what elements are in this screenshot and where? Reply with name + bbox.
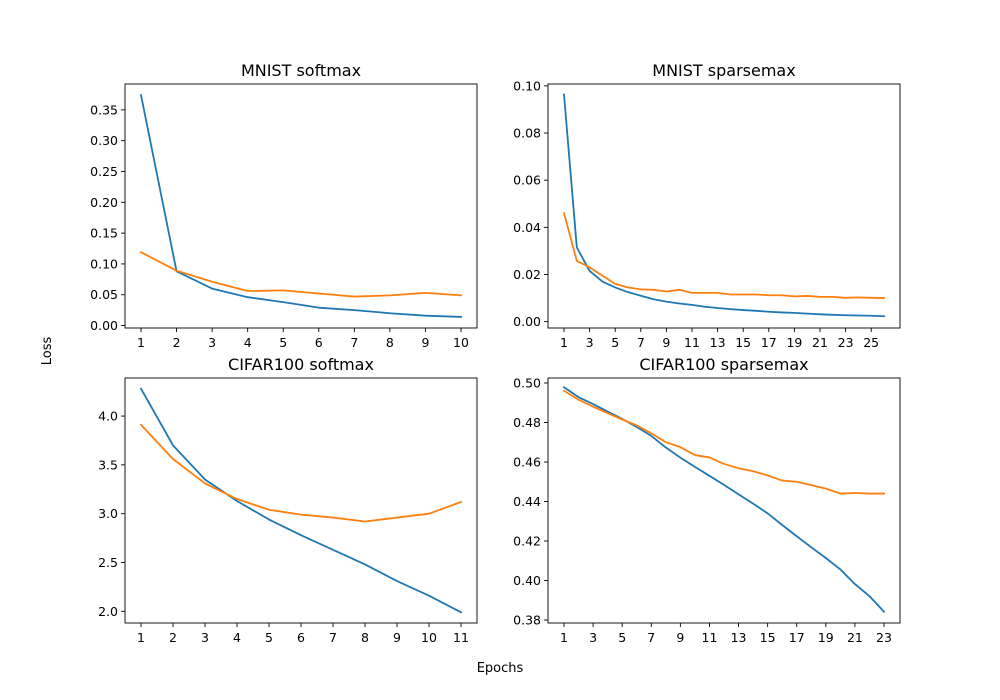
- mnist-sparsemax-xtick-label: 9: [662, 335, 670, 350]
- cifar100-softmax-xtick-label: 11: [453, 630, 469, 645]
- mnist-softmax-xtick-label: 2: [173, 335, 181, 350]
- cifar100-sparsemax-xtick-label: 5: [618, 630, 626, 645]
- cifar100-sparsemax-ytick-label: 0.50: [513, 375, 541, 390]
- mnist-sparsemax-xtick-label: 7: [637, 335, 645, 350]
- mnist-sparsemax-series-b-line: [562, 212, 885, 299]
- cifar100-sparsemax-xtick-label: 11: [702, 630, 718, 645]
- cifar100-sparsemax-axes-frame: [547, 377, 901, 624]
- mnist-softmax-xtick-label: 10: [453, 335, 469, 350]
- cifar100-sparsemax-title: CIFAR100 sparsemax: [639, 355, 808, 374]
- mnist-softmax-axes-frame: [124, 83, 478, 329]
- cifar100-softmax-xtick-label: 4: [233, 630, 241, 645]
- mnist-sparsemax-xtick-label: 15: [735, 335, 751, 350]
- cifar100-softmax-xtick-label: 9: [393, 630, 401, 645]
- cifar100-softmax-xtick-label: 5: [265, 630, 273, 645]
- mnist-softmax-xtick-label: 9: [421, 335, 429, 350]
- cifar100-sparsemax-ytick-label: 0.40: [513, 573, 541, 588]
- mnist-sparsemax-ytick-label: 0.06: [513, 173, 541, 188]
- mnist-softmax-ytick-label: 0.20: [90, 195, 118, 210]
- cifar100-softmax-xtick-label: 8: [361, 630, 369, 645]
- mnist-softmax-xtick-label: 3: [208, 335, 216, 350]
- mnist-sparsemax-ytick-label: 0.10: [513, 78, 541, 93]
- cifar100-softmax-ytick-label: 4.0: [98, 409, 118, 424]
- mnist-softmax-xtick-label: 7: [350, 335, 358, 350]
- cifar100-sparsemax-xtick-label: 17: [789, 630, 805, 645]
- mnist-softmax-ytick-label: 0.35: [90, 102, 118, 117]
- mnist-sparsemax-xtick-label: 17: [761, 335, 777, 350]
- cifar100-sparsemax-ytick-label: 0.44: [513, 494, 541, 509]
- cifar100-sparsemax-xtick-label: 9: [676, 630, 684, 645]
- cifar100-sparsemax-xtick-label: 3: [589, 630, 597, 645]
- mnist-sparsemax-ytick-label: 0.02: [513, 267, 541, 282]
- mnist-sparsemax-xtick-label: 23: [838, 335, 854, 350]
- cifar100-sparsemax-xtick-label: 19: [818, 630, 834, 645]
- mnist-softmax-title: MNIST softmax: [241, 61, 361, 80]
- mnist-sparsemax-xtick-label: 13: [710, 335, 726, 350]
- mnist-softmax-series-b-line: [139, 250, 462, 298]
- mnist-sparsemax-ytick-label: 0.04: [513, 220, 541, 235]
- mnist-sparsemax-axes-frame: [547, 83, 901, 329]
- mnist-sparsemax-title: MNIST sparsemax: [652, 61, 795, 80]
- mnist-softmax-ytick-label: 0.10: [90, 256, 118, 271]
- cifar100-sparsemax-xtick-label: 13: [731, 630, 747, 645]
- mnist-softmax-ytick-label: 0.30: [90, 133, 118, 148]
- cifar100-softmax-panel: CIFAR100 softmax 1 2 3 4 5 6 7 8 9 10 11 2.0 2.5 3.0 3.…: [98, 355, 478, 645]
- cifar100-softmax-ytick-label: 2.0: [98, 604, 118, 619]
- mnist-sparsemax-ytick-label: 0.08: [513, 126, 541, 141]
- cifar100-softmax-xtick-label: 6: [297, 630, 305, 645]
- cifar100-softmax-series-b-line: [139, 423, 463, 523]
- mnist-softmax-ytick-label: 0.15: [90, 226, 118, 241]
- cifar100-sparsemax-xtick-label: 7: [647, 630, 655, 645]
- cifar100-sparsemax-xtick-label: 23: [876, 630, 892, 645]
- cifar100-softmax-xtick-label: 10: [421, 630, 437, 645]
- cifar100-softmax-xtick-label: 2: [169, 630, 177, 645]
- mnist-sparsemax-xtick-label: 5: [611, 335, 619, 350]
- cifar100-sparsemax-ytick-label: 0.42: [513, 534, 541, 549]
- mnist-softmax-xtick-label: 1: [137, 335, 145, 350]
- cifar100-sparsemax-xtick-label: 1: [560, 630, 568, 645]
- cifar100-sparsemax-ytick-label: 0.46: [513, 454, 541, 469]
- figure-xlabel: Epochs: [477, 661, 524, 676]
- mnist-sparsemax-xtick-label: 11: [684, 335, 700, 350]
- cifar100-softmax-series-a-line: [139, 387, 463, 614]
- cifar100-sparsemax-xtick-label: 15: [760, 630, 776, 645]
- mnist-softmax-ytick-label: 0.25: [90, 164, 118, 179]
- cifar100-softmax-xtick-label: 3: [201, 630, 209, 645]
- mnist-softmax-xtick-label: 5: [279, 335, 287, 350]
- cifar100-sparsemax-series-b-line: [562, 389, 885, 495]
- mnist-sparsemax-series-a-line: [563, 93, 885, 318]
- mnist-sparsemax-xtick-label: 3: [586, 335, 594, 350]
- mnist-sparsemax-xtick-label: 19: [786, 335, 802, 350]
- cifar100-softmax-xtick-label: 1: [137, 630, 145, 645]
- figure-ylabel: Loss: [40, 337, 55, 366]
- cifar100-sparsemax-ytick-label: 0.48: [513, 415, 541, 430]
- mnist-softmax-ytick-label: 0.05: [90, 287, 118, 302]
- cifar100-softmax-title: CIFAR100 softmax: [228, 355, 374, 374]
- mnist-sparsemax-xtick-label: 25: [863, 335, 879, 350]
- mnist-softmax-xtick-label: 6: [315, 335, 323, 350]
- mnist-sparsemax-xtick-label: 21: [812, 335, 828, 350]
- cifar100-softmax-xtick-label: 7: [329, 630, 337, 645]
- cifar100-softmax-ytick-label: 3.5: [98, 457, 118, 472]
- mnist-sparsemax-ytick-label: 0.00: [513, 314, 541, 329]
- mnist-softmax-ytick-label: 0.00: [90, 318, 118, 333]
- cifar100-softmax-ytick-label: 3.0: [98, 506, 118, 521]
- cifar100-sparsemax-ytick-label: 0.38: [513, 613, 541, 628]
- mnist-sparsemax-xtick-label: 1: [560, 335, 568, 350]
- mnist-softmax-xtick-label: 8: [386, 335, 394, 350]
- mnist-softmax-panel: MNIST softmax 1 2 3 4 5 6 7 8 9 10 0.00 0.05 0.10 0.15…: [90, 61, 478, 350]
- cifar100-softmax-ytick-label: 2.5: [98, 555, 118, 570]
- cifar100-sparsemax-xtick-label: 21: [847, 630, 863, 645]
- mnist-softmax-xtick-label: 4: [244, 335, 252, 350]
- mnist-softmax-series-a-line: [139, 94, 462, 318]
